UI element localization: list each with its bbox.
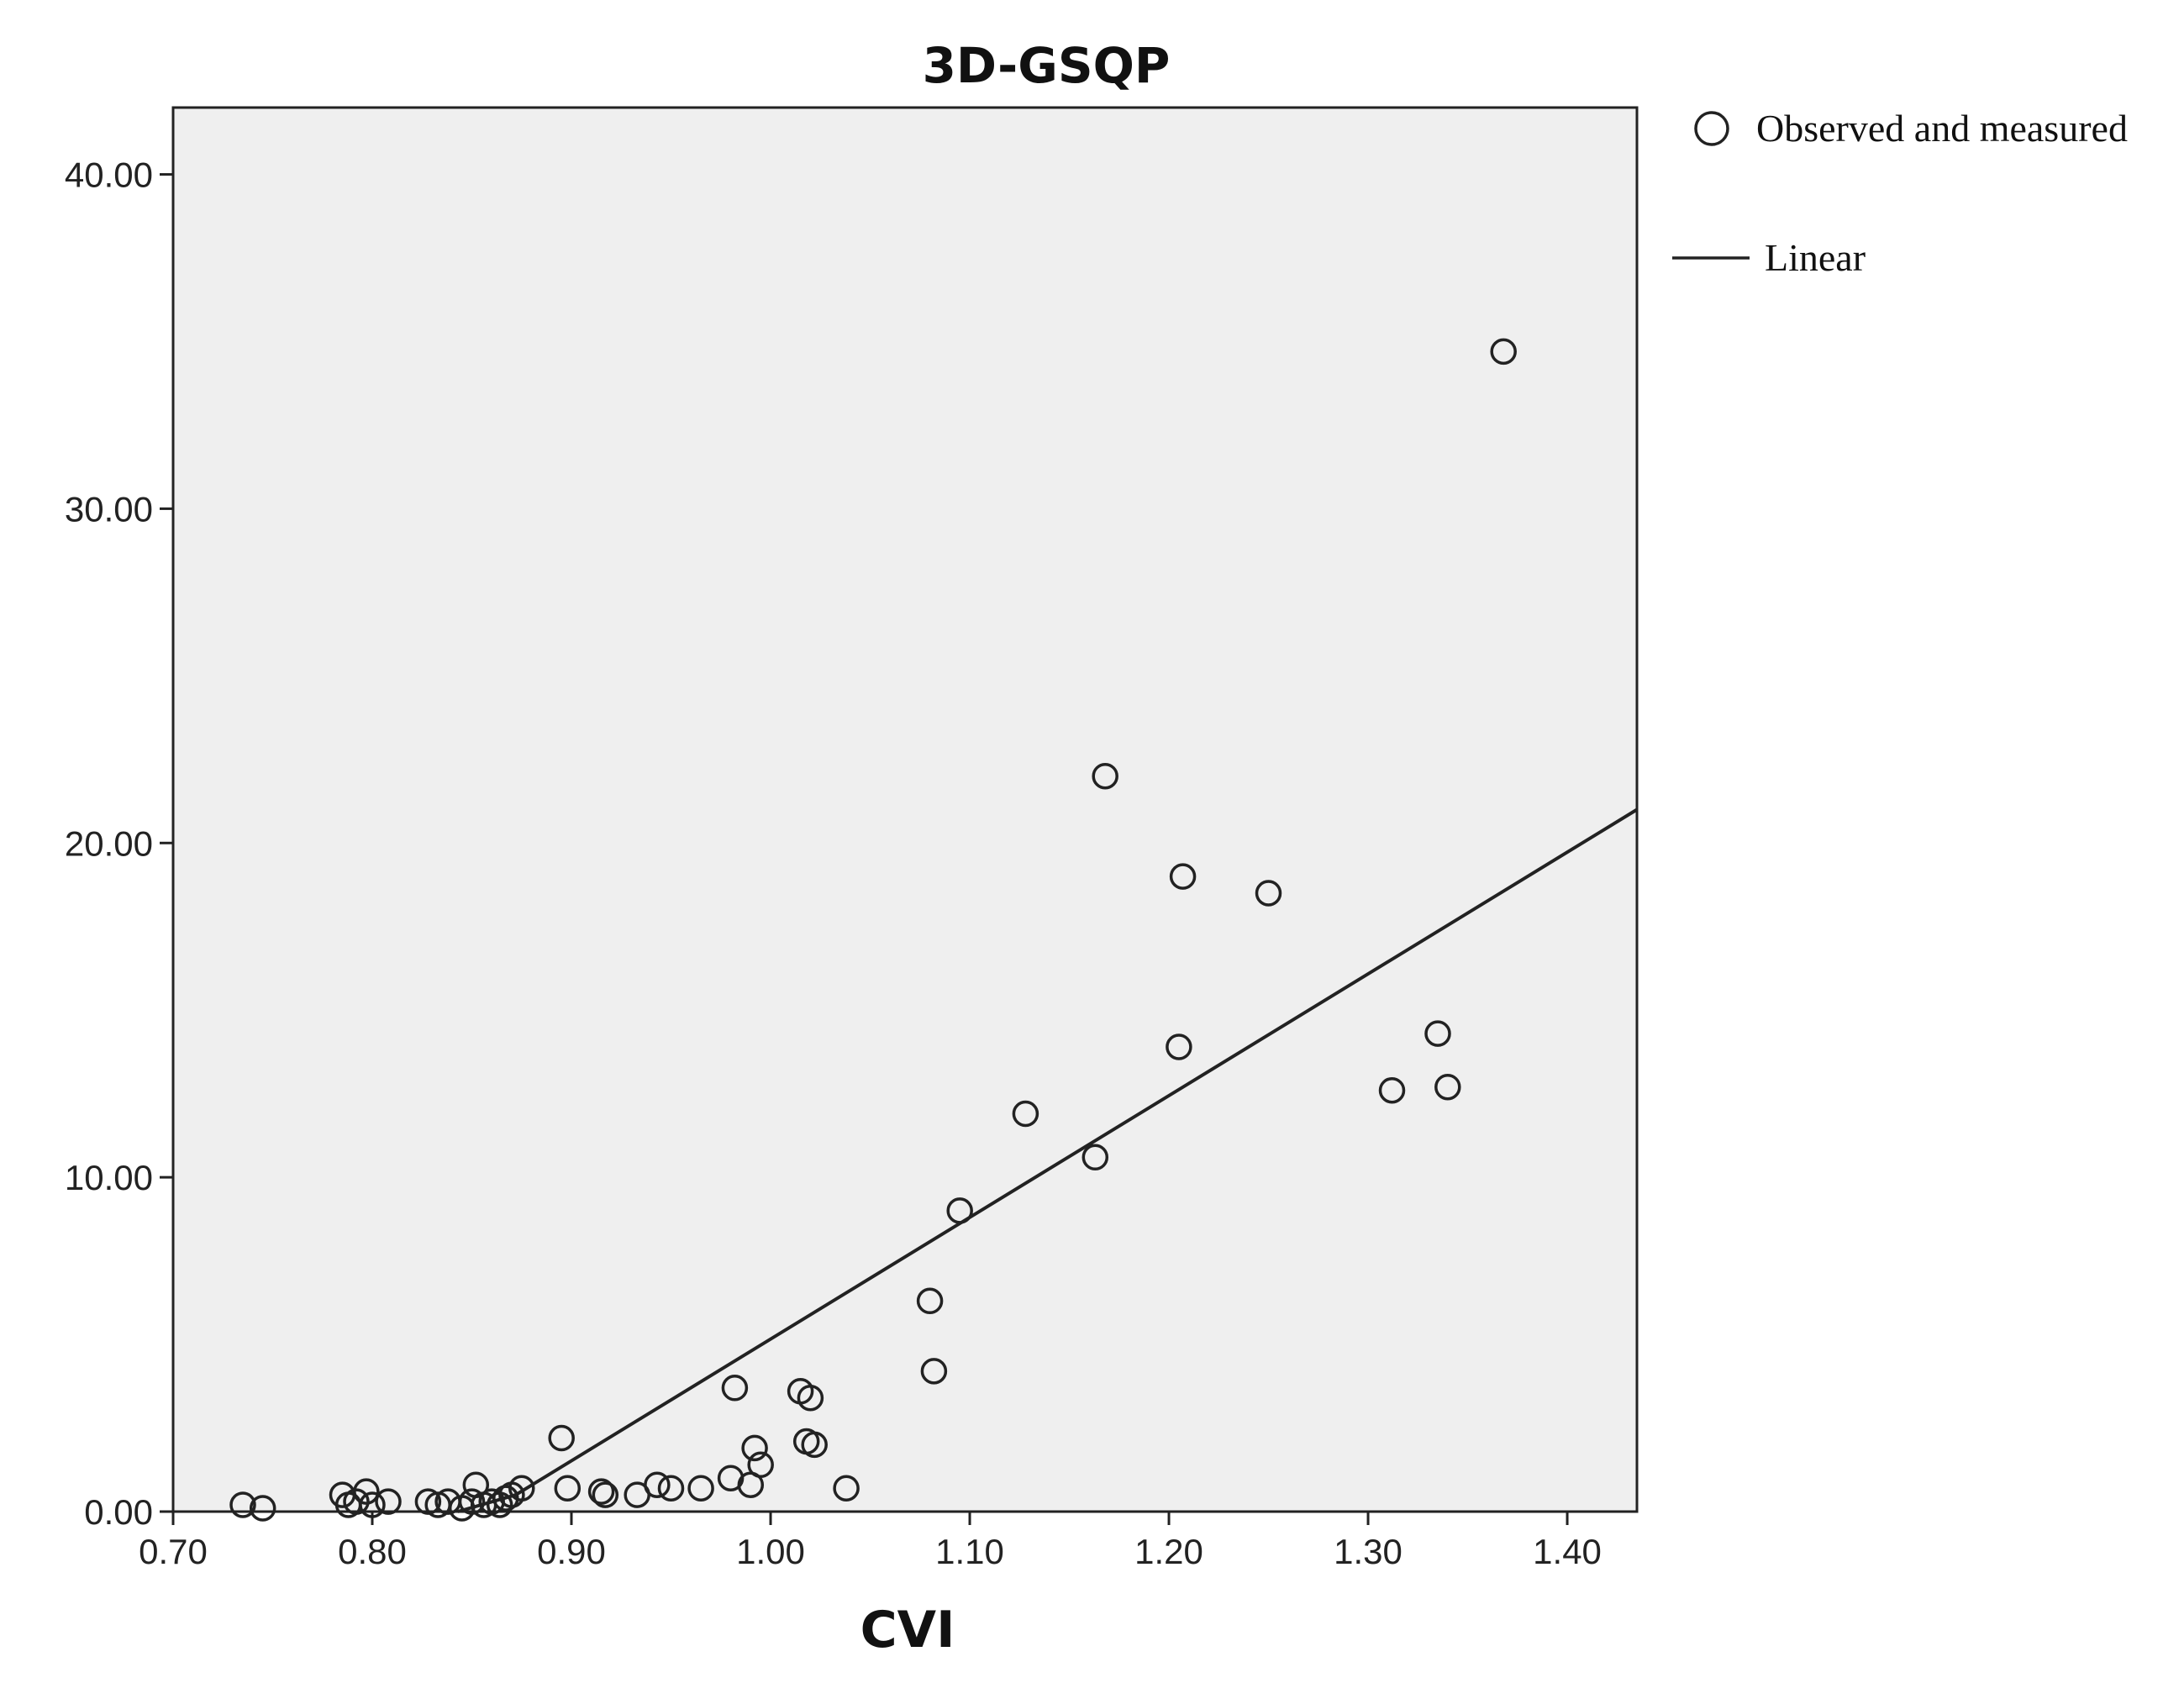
data-point	[587, 1478, 615, 1505]
plot-area	[171, 106, 1639, 1513]
data-point	[1092, 762, 1118, 790]
data-point	[721, 1375, 749, 1402]
data-point	[657, 1475, 685, 1502]
observed-points-series	[229, 338, 1517, 1522]
legend-circle-marker-icon	[1694, 111, 1729, 146]
data-point	[747, 1451, 774, 1479]
data-point	[1378, 1076, 1406, 1104]
x-tick-label: 1.20	[1134, 1532, 1203, 1571]
data-point	[359, 1491, 386, 1518]
data-point	[1434, 1073, 1461, 1101]
x-tick-label: 1.40	[1533, 1532, 1602, 1571]
y-tick-label: 40.00	[65, 155, 153, 195]
x-tick-label: 0.90	[537, 1532, 606, 1571]
legend-label-linear: Linear	[1765, 236, 1866, 279]
x-axis: 0.70 0.80 0.90 1.00 1.10 1.20 1.30 1.40	[139, 1512, 1602, 1571]
data-point	[249, 1495, 276, 1522]
legend: Observed and measured Linear	[1672, 107, 2128, 279]
data-point	[548, 1424, 575, 1452]
x-axis-label: CVI	[860, 1601, 955, 1659]
data-point	[833, 1475, 860, 1502]
y-tick-label: 0.00	[84, 1492, 153, 1532]
data-point	[353, 1478, 380, 1505]
data-point	[687, 1475, 714, 1502]
y-tick-label: 20.00	[65, 823, 153, 863]
data-point	[458, 1488, 486, 1515]
data-point	[554, 1475, 582, 1502]
x-tick-label: 0.70	[139, 1532, 208, 1571]
data-point	[916, 1287, 944, 1315]
data-point	[741, 1434, 768, 1462]
x-tick-label: 0.80	[338, 1532, 407, 1571]
data-point	[343, 1488, 370, 1515]
data-point	[1081, 1144, 1109, 1171]
y-tick-label: 30.00	[65, 489, 153, 529]
x-tick-label: 1.00	[736, 1532, 805, 1571]
data-point	[1255, 880, 1282, 907]
data-point	[920, 1358, 948, 1385]
data-point	[1012, 1100, 1039, 1128]
data-point	[508, 1475, 535, 1502]
data-point	[592, 1481, 619, 1508]
chart-title: 3D-GSQP	[923, 37, 1171, 94]
data-point	[1490, 338, 1517, 366]
data-point	[375, 1488, 402, 1515]
data-point	[801, 1431, 828, 1459]
y-axis: 0.00 10.00 20.00 30.00 40.00	[65, 155, 173, 1532]
x-tick-label: 1.30	[1334, 1532, 1402, 1571]
data-point	[229, 1491, 256, 1518]
legend-label-observed: Observed and measured	[1756, 107, 2128, 150]
y-tick-label: 10.00	[65, 1158, 153, 1197]
x-tick-label: 1.10	[935, 1532, 1004, 1571]
data-point	[644, 1471, 671, 1498]
data-point	[1424, 1020, 1451, 1047]
data-point	[1169, 863, 1197, 890]
data-point	[797, 1384, 824, 1412]
data-point	[946, 1197, 973, 1224]
data-point	[1166, 1033, 1192, 1060]
